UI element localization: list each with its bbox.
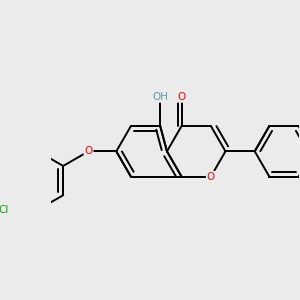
Text: O: O <box>84 146 93 156</box>
Text: OH: OH <box>152 92 168 102</box>
Text: O: O <box>207 172 215 182</box>
Text: O: O <box>178 92 186 102</box>
Text: Cl: Cl <box>0 205 9 215</box>
